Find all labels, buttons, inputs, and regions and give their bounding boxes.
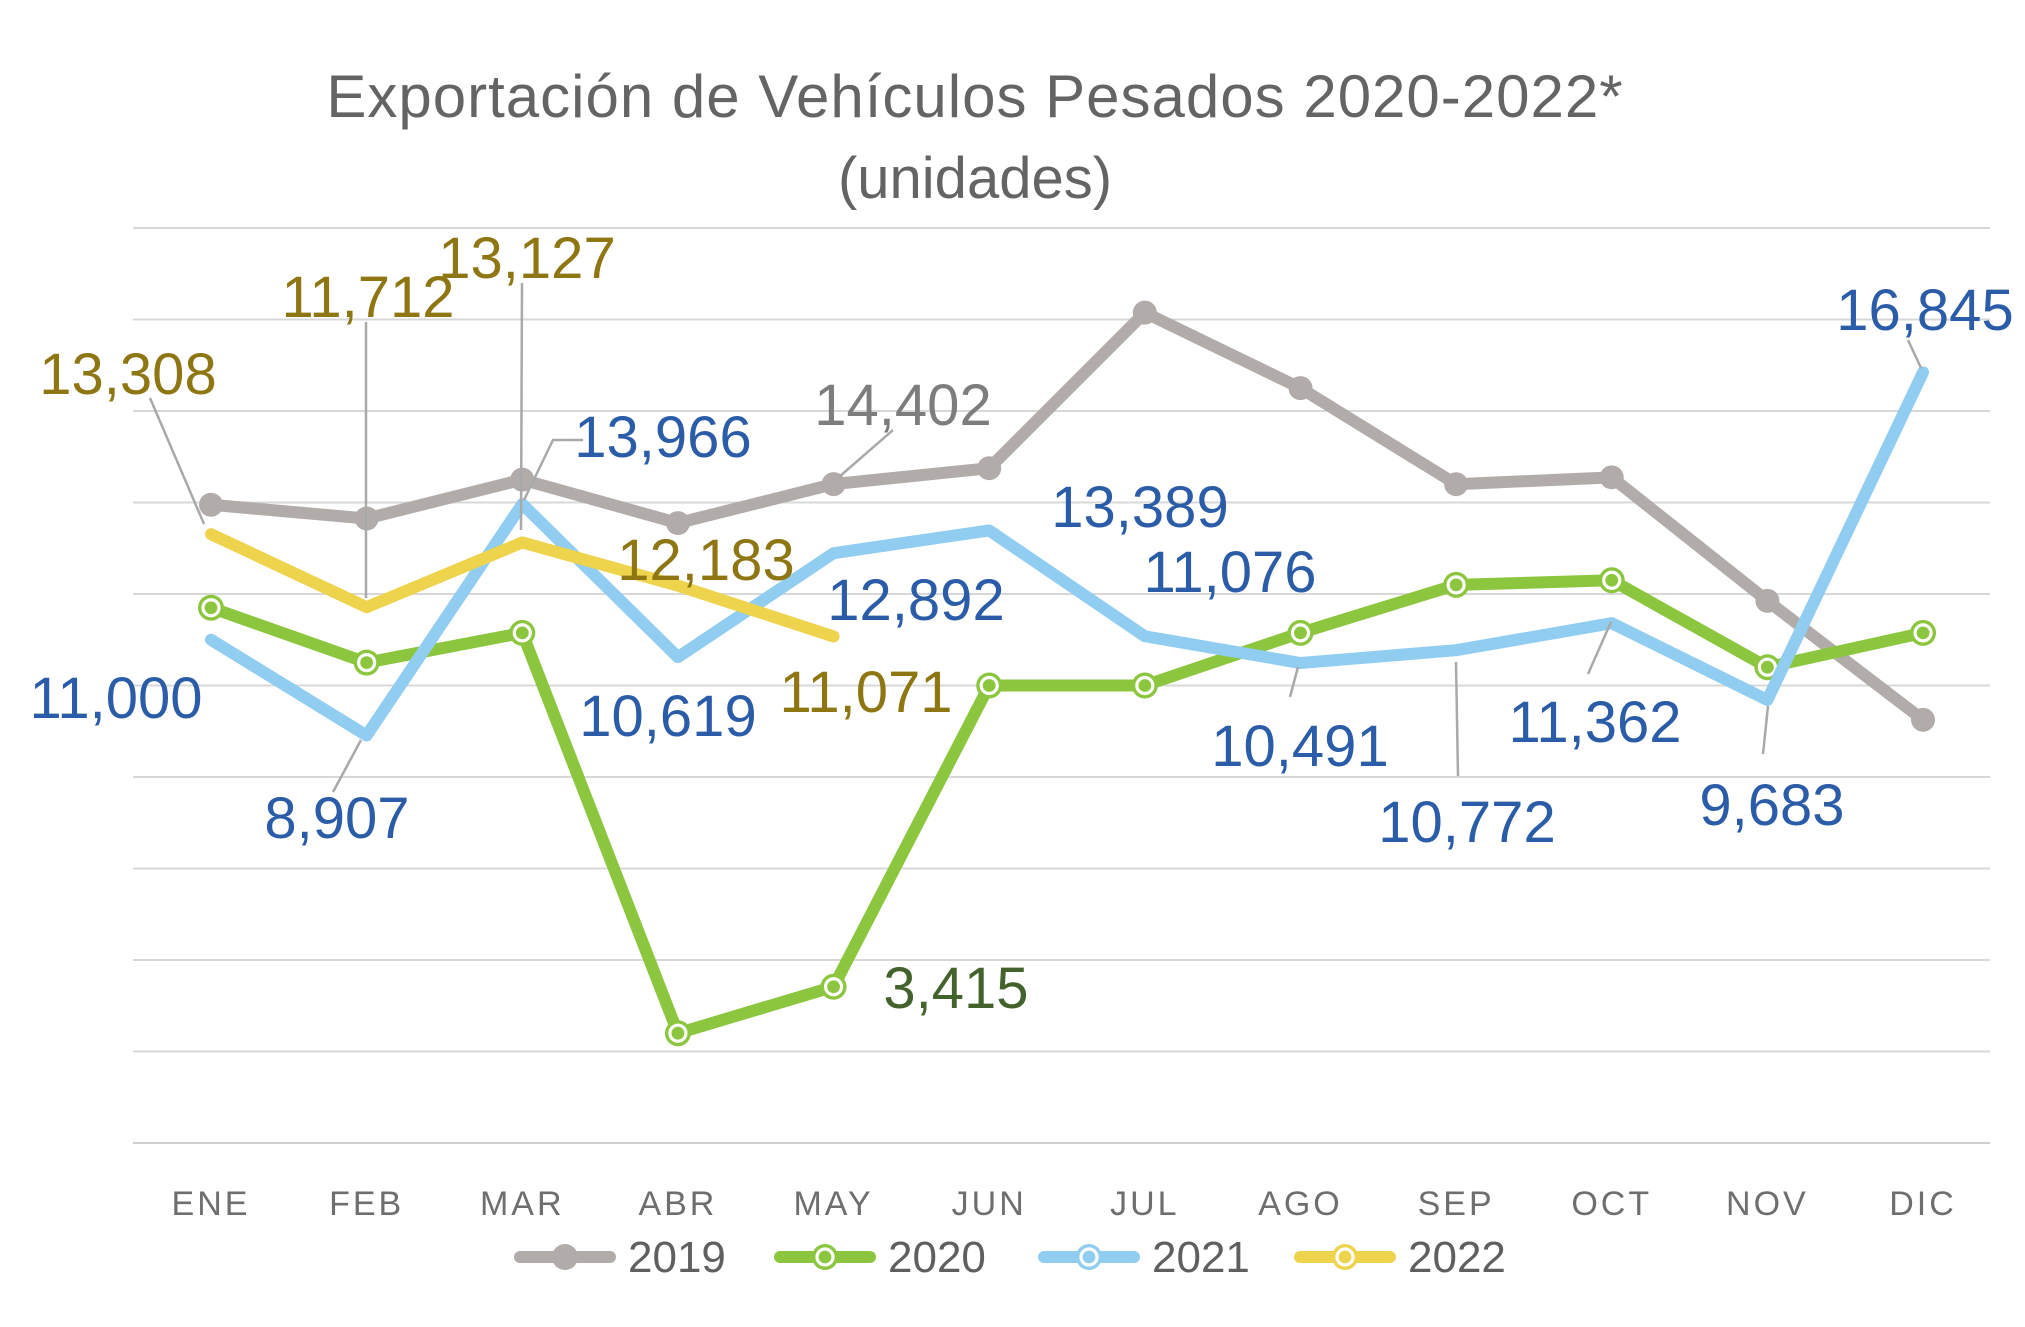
data-label-2021-JUN: 13,389 [1051, 475, 1228, 540]
data-label-2021-MAY: 12,892 [827, 568, 1004, 633]
x-axis-label-SEP: SEP [1418, 1185, 1495, 1223]
data-point-ring-2020 [1446, 575, 1466, 595]
x-axis-label-FEB: FEB [329, 1185, 404, 1223]
legend-label-2022: 2022 [1408, 1233, 1506, 1282]
data-point-marker-2019 [199, 492, 223, 517]
data-point-ring-2020 [1913, 623, 1933, 643]
x-axis-label-DIC: DIC [1889, 1185, 1957, 1223]
series-line-2022 [205, 528, 840, 643]
legend-label-2020: 2020 [888, 1233, 986, 1282]
series-line-2019 [205, 306, 1930, 726]
data-label-2021-MAR: 13,966 [574, 405, 751, 470]
data-point-ring-2020 [1290, 623, 1311, 643]
label-leader-line [1761, 705, 1770, 755]
label-leader-line [838, 429, 894, 478]
data-label-2021-DIC: 16,845 [1836, 278, 2013, 343]
data-label-2021-ABR: 10,619 [579, 684, 756, 749]
legend-marker-2019 [552, 1244, 578, 1270]
data-point-ring-2020 [1757, 657, 1778, 677]
legend-label-2021: 2021 [1152, 1233, 1250, 1282]
data-label-2019-MAY: 14,402 [814, 373, 991, 438]
x-axis-label-OCT: OCT [1571, 1185, 1652, 1223]
data-label-2022-MAY: 11,071 [779, 660, 952, 725]
data-label-2021-AGO: 10,491 [1211, 714, 1388, 779]
data-point-ring-2020 [668, 1023, 688, 1043]
x-axis-label-ABR: ABR [638, 1185, 717, 1223]
legend-label-2019: 2019 [628, 1233, 726, 1282]
data-label-2020-MAY: 3,415 [883, 956, 1028, 1021]
data-point-ring-2020 [1135, 675, 1155, 696]
label-leader-line [148, 397, 206, 525]
data-point-marker-2019 [1288, 376, 1313, 401]
data-label-2022-ENE: 13,308 [39, 342, 216, 407]
data-point-ring-2020 [823, 977, 844, 997]
data-label-2021-OCT: 11,362 [1508, 690, 1681, 755]
data-point-ring-2020 [1602, 570, 1622, 590]
label-leader-line [331, 739, 363, 793]
data-point-ring-2020 [357, 653, 377, 673]
x-axis-label-JUL: JUL [1110, 1185, 1179, 1223]
legend-marker-ring-2021 [1079, 1247, 1099, 1267]
data-point-marker-2019 [1911, 707, 1936, 732]
x-axis-label-MAR: MAR [480, 1185, 565, 1223]
x-axis-label-AGO: AGO [1258, 1185, 1343, 1223]
data-point-ring-2020 [979, 675, 999, 696]
data-point-marker-2019 [665, 511, 690, 536]
data-label-2021-NOV: 9,683 [1699, 773, 1844, 838]
data-label-2022-FEB: 11,712 [281, 265, 454, 330]
data-label-2021-FEB: 8,907 [264, 786, 409, 851]
label-leader-line [519, 282, 524, 531]
data-point-marker-2019 [1132, 300, 1157, 325]
label-leader-line [1586, 621, 1613, 675]
x-axis-label-NOV: NOV [1726, 1185, 1809, 1223]
data-label-2021-JUL: 11,076 [1143, 540, 1316, 605]
data-point-marker-2019 [1599, 465, 1624, 490]
data-point-ring-2020 [512, 623, 532, 643]
data-label-2022-MAR: 13,127 [438, 226, 615, 291]
data-point-ring-2020 [201, 598, 221, 618]
label-leader-line [522, 438, 583, 501]
series-line-2020 [205, 574, 1930, 1040]
x-axis-label-MAY: MAY [793, 1185, 873, 1223]
x-axis-label-JUN: JUN [952, 1185, 1027, 1223]
data-label-2021-SEP: 10,772 [1378, 790, 1555, 855]
x-axis-label-ENE: ENE [172, 1185, 251, 1223]
label-leader-line [1906, 339, 1923, 369]
data-point-marker-2019 [1755, 588, 1780, 613]
legend-marker-ring-2022 [1335, 1247, 1355, 1267]
data-label-2022-ABR: 12,183 [617, 528, 794, 593]
data-point-marker-2019 [977, 456, 1002, 481]
legend-marker-ring-2020 [815, 1247, 835, 1267]
data-point-marker-2019 [1444, 472, 1469, 497]
label-leader-line [1454, 661, 1460, 777]
series-line-2021 [205, 366, 1930, 742]
data-label-2021-ENE: 11,000 [29, 666, 202, 731]
label-leader-line [1288, 666, 1300, 698]
data-point-marker-2019 [821, 472, 846, 497]
